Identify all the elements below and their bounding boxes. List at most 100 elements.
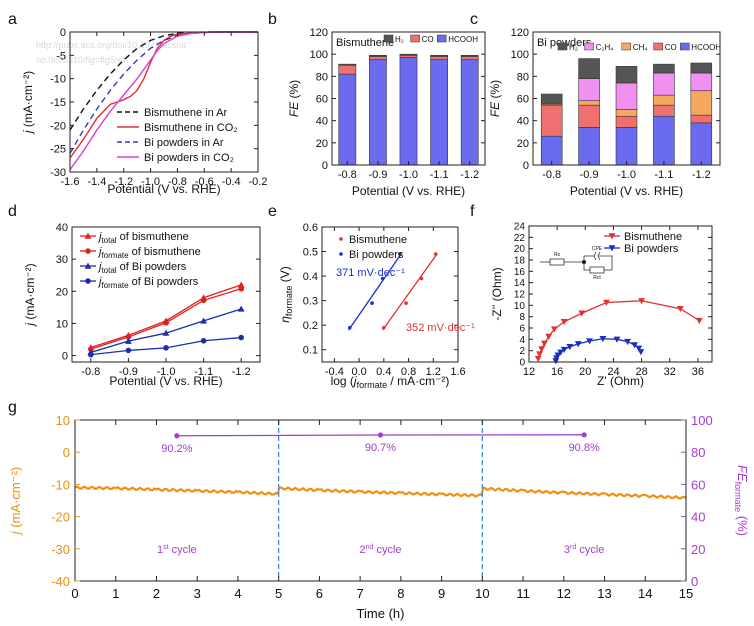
f-x-tick-label: 20 xyxy=(579,366,591,378)
data-point xyxy=(237,281,245,288)
data-point xyxy=(554,352,562,359)
legend-swatch xyxy=(621,42,632,51)
bar-CH₄ xyxy=(690,90,713,116)
g-x-tick-label: 0 xyxy=(71,586,78,601)
f-y-tick-label: 2 xyxy=(519,346,525,357)
c-y-tick-label: 60 xyxy=(517,94,529,106)
data-point xyxy=(624,338,631,345)
fit-line xyxy=(348,253,402,331)
f-y-tick-label: 8 xyxy=(519,312,525,323)
bar-CO xyxy=(653,104,675,117)
x-axis-title: log (jformate / mA·cm⁻²) xyxy=(331,374,450,390)
f-y-tick-label: 14 xyxy=(514,278,526,289)
g-x-tick-label: 12 xyxy=(557,586,571,601)
a-x-tick-label: -1.2 xyxy=(114,176,133,188)
f-x-tick-label: 28 xyxy=(635,366,647,378)
legend-swatch xyxy=(653,42,663,51)
bar-HCOOH xyxy=(399,57,418,166)
bar-CH₄ xyxy=(578,100,600,106)
g-x-tick-label: 14 xyxy=(638,586,652,601)
data-point xyxy=(238,285,244,292)
data-point xyxy=(631,342,638,349)
data-point xyxy=(637,349,645,356)
b-y-tick-label: 80 xyxy=(316,71,328,83)
g-x-tick-label: 11 xyxy=(516,586,530,601)
g-y2-tick-label: 80 xyxy=(691,445,705,460)
f-x-tick-label: 36 xyxy=(692,366,704,378)
e-y-tick-label: 0.4 xyxy=(303,271,318,283)
bar-HCOOH xyxy=(653,115,675,166)
e-x-tick-label: 0.4 xyxy=(376,366,391,378)
y-axis-title: j (mA·cm⁻²) xyxy=(8,467,23,537)
series-line xyxy=(69,31,258,154)
data-point xyxy=(557,349,565,356)
x-axis-title: Potential (V vs. RHE) xyxy=(570,184,683,198)
panel-label-d: d xyxy=(8,203,17,220)
legend-label: Bi powders in CO₂ xyxy=(144,152,234,164)
a-y-tick-label: -25 xyxy=(50,144,66,156)
cycle-label: 3rd cycle xyxy=(564,544,604,556)
a-y-tick-label: 0 xyxy=(60,27,66,39)
g-x-tick-label: 7 xyxy=(357,586,364,601)
legend-label: H₂ xyxy=(395,35,404,44)
resistor-rct xyxy=(589,266,605,274)
bar-CO xyxy=(690,114,713,124)
a-y-tick-label: -30 xyxy=(50,167,66,179)
slope-label: 352 mV·dec⁻¹ xyxy=(406,322,475,334)
y-axis-title: FE (%) xyxy=(488,80,502,117)
bar-C₂H₄ xyxy=(615,82,638,110)
data-point xyxy=(163,319,169,326)
legend-label: jtotal of bismuthene xyxy=(97,231,189,245)
bar-HCOOH xyxy=(690,122,713,166)
e-x-tick-label: 0.8 xyxy=(401,366,416,378)
data-point xyxy=(676,306,684,313)
circuit-label: CPE xyxy=(592,246,603,252)
bar-CO xyxy=(460,56,479,61)
legend-label: Bismuthene in CO₂ xyxy=(144,122,238,134)
data-point xyxy=(88,351,94,358)
g-x-tick-label: 1 xyxy=(112,586,119,601)
data-point xyxy=(536,351,543,358)
e-y-tick-label: 0.6 xyxy=(303,222,318,234)
g-y2-tick-label: 20 xyxy=(691,542,705,557)
a-y-tick-label: -10 xyxy=(50,74,66,86)
panel-label-e: e xyxy=(268,203,277,220)
bar-CO xyxy=(369,56,387,61)
b-x-tick-label: -0.8 xyxy=(338,169,357,181)
data-point xyxy=(238,334,244,341)
fe-point xyxy=(377,432,384,438)
legend-label: jtotal of Bi powders xyxy=(97,261,187,275)
y-axis-title: j (mA·cm⁻²) xyxy=(23,263,37,327)
bar-CO xyxy=(615,115,638,128)
legend-swatch xyxy=(680,42,690,51)
data-point xyxy=(586,338,593,345)
d-x-tick-label: -0.9 xyxy=(119,366,138,378)
b-y-tick-label: 0 xyxy=(322,160,328,172)
watermark-1: http://pubs.acs.org/doi/10.1021/acsna xyxy=(36,40,186,50)
data-point xyxy=(538,346,546,353)
wire xyxy=(583,256,590,271)
f-y-tick-label: 4 xyxy=(519,335,525,346)
bar-CO xyxy=(338,64,357,75)
b-x-tick-label: -0.9 xyxy=(368,169,387,181)
bar-H₂ xyxy=(399,53,418,56)
bar-H₂ xyxy=(338,63,357,66)
a-y-tick-label: -15 xyxy=(50,97,66,109)
e-y-tick-label: 0.5 xyxy=(303,247,318,259)
legend-swatch xyxy=(557,42,568,51)
b-x-tick-label: -1.1 xyxy=(430,169,449,181)
data-point xyxy=(125,334,132,340)
data-point xyxy=(419,276,424,281)
legend-label: Bismuthene xyxy=(624,231,682,243)
data-point xyxy=(237,305,245,312)
g-y2-tick-label: 40 xyxy=(691,510,705,525)
bar-C₂H₄ xyxy=(690,72,713,92)
fit-line xyxy=(382,253,438,331)
g-y-tick-label: 0 xyxy=(63,445,70,460)
c-x-tick-label: -0.8 xyxy=(542,169,561,181)
data-point xyxy=(560,346,568,353)
x-axis-title: Time (h) xyxy=(357,606,405,621)
legend-label: C₂H₄ xyxy=(596,43,614,52)
data-point xyxy=(125,347,132,354)
b-y-tick-label: 20 xyxy=(316,138,328,150)
